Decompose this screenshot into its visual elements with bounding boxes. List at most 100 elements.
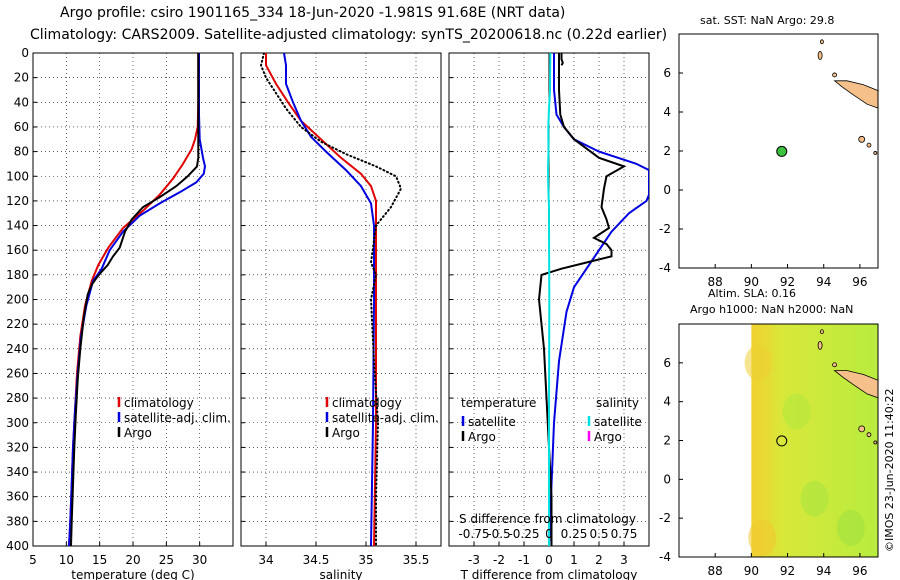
x-tick-label: -3 xyxy=(468,553,480,567)
y-tick-label: 2 xyxy=(663,434,671,448)
x-tick-label: 34.5 xyxy=(303,553,330,567)
map-subtitle-h: Argo h1000: NaN h2000: NaN xyxy=(690,303,853,316)
x-tick-label: 88 xyxy=(708,564,723,578)
y-tick-label: 240 xyxy=(6,342,29,356)
legend-title-salinity: salinity xyxy=(596,396,639,410)
x-tick-label: 94 xyxy=(816,564,831,578)
y-tick-label: 20 xyxy=(14,71,29,85)
y-tick-label: -4 xyxy=(659,261,671,275)
legend-label: Argo xyxy=(332,426,360,440)
map-title-sst: sat. SST: NaN Argo: 29.8 xyxy=(700,14,834,27)
map-sla-map: 88 90 92 94 96 -4 -2 0 2 4 6 xyxy=(659,323,879,578)
legend-label: Argo xyxy=(594,430,622,444)
salinity-diff-tick: 0 xyxy=(545,527,553,541)
salinity-diff-label: S difference from climatology xyxy=(459,512,636,526)
panel-salinity: 34 34.5 35 35.5 salinity climatologysatellite… xyxy=(240,52,442,580)
island xyxy=(866,432,872,438)
x-tick-label: 92 xyxy=(780,564,795,578)
y-tick-label: 220 xyxy=(6,317,29,331)
y-tick-label: 140 xyxy=(6,219,29,233)
y-tick-label: -2 xyxy=(659,511,671,525)
map-title-sla: Altim. SLA: 0.16 xyxy=(708,287,796,300)
sla-patch xyxy=(744,344,773,381)
y-tick-label: 6 xyxy=(663,356,671,370)
panel-differences: -3 -2 -1 0 1 2 3T difference from climatology t… xyxy=(448,52,650,580)
x-tick-label: 96 xyxy=(852,564,867,578)
y-tick-label: 120 xyxy=(6,194,29,208)
x-tick-label: 92 xyxy=(780,275,795,289)
y-tick-label: 80 xyxy=(14,145,29,159)
y-tick-label: 160 xyxy=(6,243,29,257)
island xyxy=(858,135,866,143)
legend-label: satellite-adj. clim. xyxy=(332,411,439,425)
island xyxy=(832,362,837,368)
salinity-diff-tick: -0.75 xyxy=(458,527,489,541)
y-tick-label: 0 xyxy=(663,183,671,197)
sla-patch xyxy=(748,519,777,556)
legend-label: satellite xyxy=(594,415,642,429)
landmass-sumatra xyxy=(833,80,878,109)
landmass-sumatra xyxy=(833,370,878,399)
island xyxy=(873,151,878,155)
salinity-diff-tick: 0.5 xyxy=(589,527,608,541)
x-tick-label: 5 xyxy=(29,553,37,567)
y-tick-label: 340 xyxy=(6,465,29,479)
x-tick-label: 35 xyxy=(358,553,373,567)
x-tick-label: 25 xyxy=(159,553,174,567)
x-tick-label: 94 xyxy=(816,275,831,289)
y-tick-label: 40 xyxy=(14,95,29,109)
series-line-s-satellite xyxy=(546,53,552,546)
series-line-s-argo xyxy=(560,53,564,66)
x-tick-label: -2 xyxy=(493,553,505,567)
y-tick-label: 200 xyxy=(6,293,29,307)
island xyxy=(817,51,823,60)
y-tick-label: 2 xyxy=(663,144,671,158)
y-tick-label: -4 xyxy=(659,550,671,564)
island xyxy=(858,425,866,433)
legend-label: climatology xyxy=(332,396,402,410)
argo-location-marker xyxy=(776,145,788,157)
x-axis-label: temperature (deg C) xyxy=(71,568,194,580)
x-tick-label: 88 xyxy=(708,275,723,289)
grid-salinity xyxy=(241,52,441,547)
salinity-diff-tick: 0.25 xyxy=(561,527,588,541)
y-tick-label: 100 xyxy=(6,169,29,183)
series-line-satellite-adj.-clim. xyxy=(68,53,207,546)
y-tick-label: 280 xyxy=(6,391,29,405)
salinity-diff-tick: -0.25 xyxy=(508,527,539,541)
y-tick-label: -2 xyxy=(659,222,671,236)
island xyxy=(817,340,823,350)
island xyxy=(866,142,872,148)
y-tick-label: 260 xyxy=(6,366,29,380)
y-tick-label: 400 xyxy=(6,539,29,553)
y-tick-label: 360 xyxy=(6,490,29,504)
y-tick-label: 320 xyxy=(6,440,29,454)
legend-label: climatology xyxy=(124,396,194,410)
argo-location-marker xyxy=(776,435,788,447)
salinity-diff-tick: -0.5 xyxy=(487,527,510,541)
x-tick-label: 96 xyxy=(852,275,867,289)
salinity-diff-tick: 0.75 xyxy=(611,527,638,541)
legend-label: satellite xyxy=(468,415,516,429)
figure-title-line2: Climatology: CARS2009. Satellite-adjuste… xyxy=(30,27,668,43)
x-axis-label: salinity xyxy=(319,568,362,580)
x-tick-label: 1 xyxy=(570,553,578,567)
island xyxy=(873,440,878,445)
series-group xyxy=(259,53,403,546)
sla-patch xyxy=(836,509,865,546)
x-tick-label: 2 xyxy=(595,553,603,567)
sla-patch xyxy=(800,480,829,517)
y-tick-label: 180 xyxy=(6,268,29,282)
y-tick-label: 380 xyxy=(6,514,29,528)
map-content xyxy=(776,39,878,157)
series-line-argo xyxy=(259,53,403,546)
x-tick-label: -1 xyxy=(518,553,530,567)
island xyxy=(832,72,837,78)
series-line-climatology xyxy=(265,53,377,546)
panel-temperature: 0 20 40 60 80 100 120 140 160 180 200 220 240 260 280 3… xyxy=(6,46,234,580)
y-tick-label: 300 xyxy=(6,416,29,430)
x-tick-label: 30 xyxy=(192,553,207,567)
series-line-argo xyxy=(70,53,200,546)
series-group xyxy=(68,53,207,546)
